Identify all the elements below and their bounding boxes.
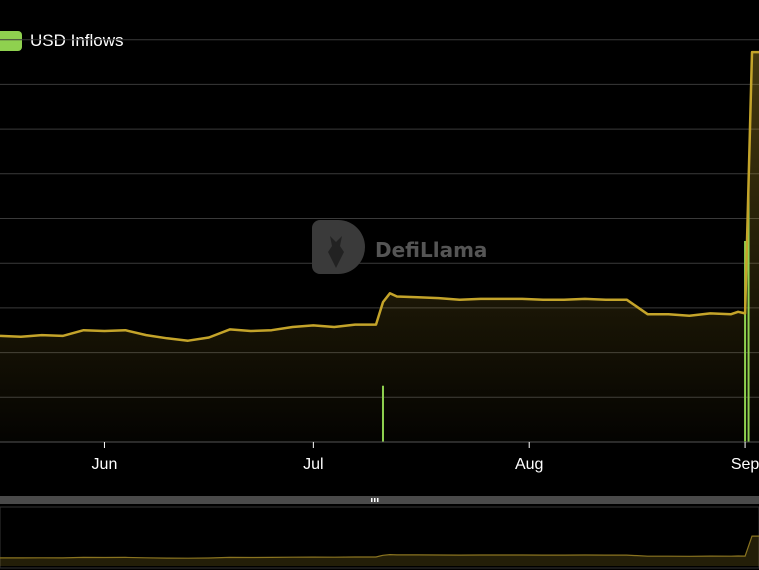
inflow-bar bbox=[747, 176, 750, 442]
inflow-bar bbox=[381, 385, 384, 442]
x-tick-label: Jul bbox=[303, 456, 323, 473]
preview-line bbox=[0, 535, 759, 559]
watermark: DefiLlama bbox=[312, 220, 487, 274]
x-tick-label: Jun bbox=[92, 456, 118, 473]
legend-label: USD Inflows bbox=[30, 31, 124, 50]
legend-swatch bbox=[0, 31, 22, 51]
legend[interactable]: USD Inflows bbox=[0, 30, 124, 52]
x-tick-label: Sep bbox=[731, 456, 759, 473]
inflow-bar bbox=[744, 241, 747, 442]
series-line-path bbox=[0, 50, 759, 342]
zoom-slider[interactable] bbox=[0, 496, 759, 569]
preview-area bbox=[0, 536, 759, 566]
slider-preview bbox=[0, 535, 759, 566]
x-tick-label: Aug bbox=[515, 456, 543, 473]
slider-bar bbox=[0, 496, 759, 504]
series-area bbox=[0, 52, 759, 442]
watermark-text: DefiLlama bbox=[375, 238, 487, 262]
x-axis-ticks: Jun Jul Aug Sep bbox=[92, 442, 759, 473]
series-line bbox=[0, 50, 759, 342]
slider-handle-icon bbox=[371, 498, 379, 502]
series-bars bbox=[381, 176, 750, 442]
series-area-fill bbox=[0, 52, 759, 442]
slider-window bbox=[0, 506, 759, 569]
